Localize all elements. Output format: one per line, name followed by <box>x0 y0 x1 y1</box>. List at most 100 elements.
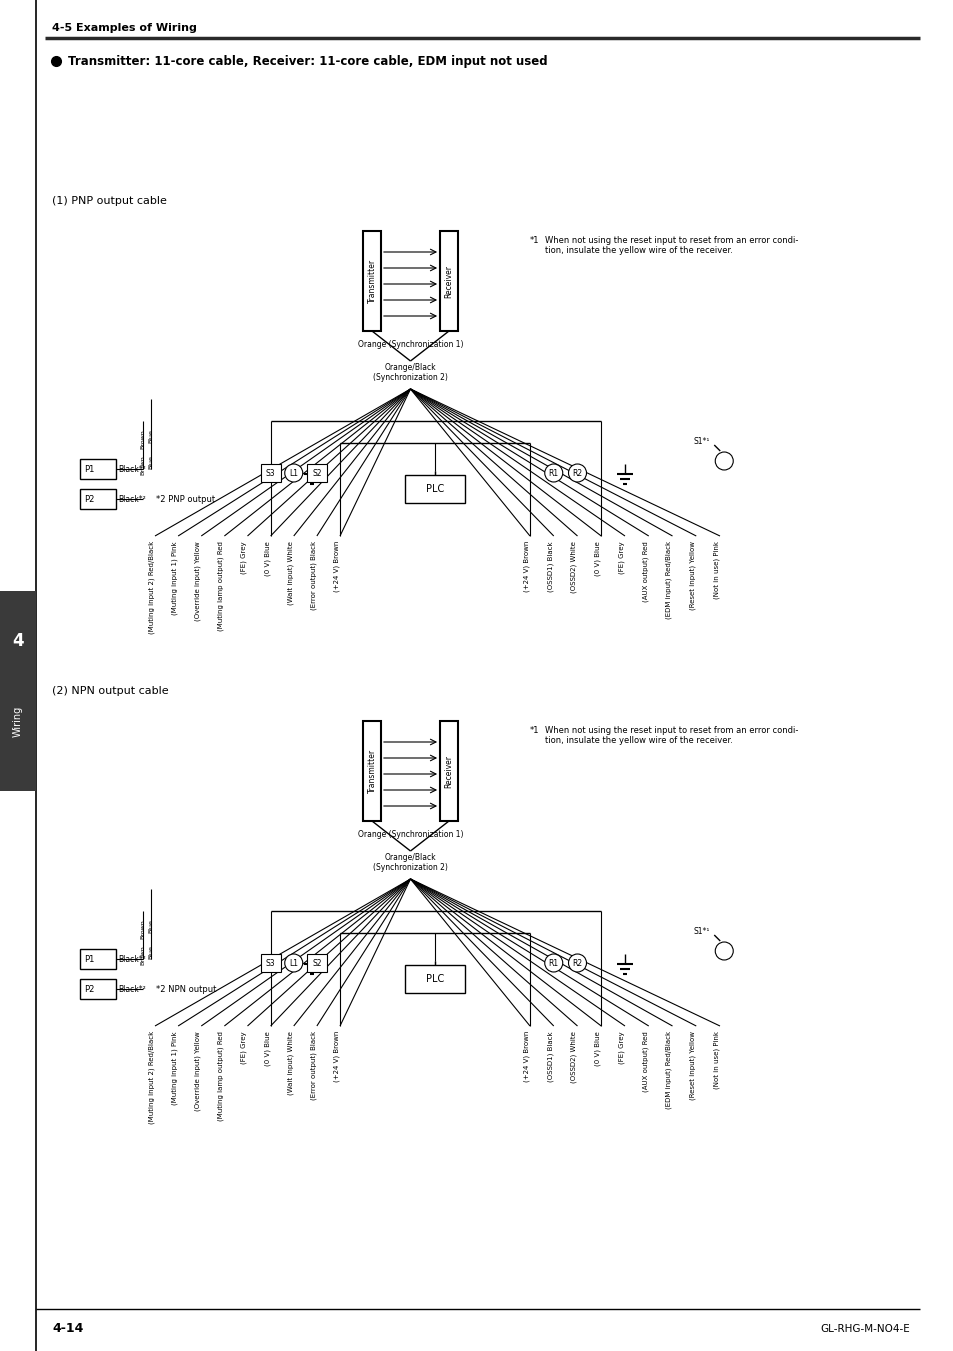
Text: (Muting lamp output) Red: (Muting lamp output) Red <box>217 1031 224 1121</box>
Text: Transmitter: 11-core cable, Receiver: 11-core cable, EDM input not used: Transmitter: 11-core cable, Receiver: 11… <box>68 54 547 68</box>
Text: (0 V) Blue: (0 V) Blue <box>594 1031 600 1066</box>
Text: (AUX output) Red: (AUX output) Red <box>641 1031 648 1092</box>
Circle shape <box>544 954 562 971</box>
Text: (Override input) Yellow: (Override input) Yellow <box>194 540 201 620</box>
Text: (FE) Grey: (FE) Grey <box>241 540 247 574</box>
Text: PLC: PLC <box>425 974 444 984</box>
Text: When not using the reset input to reset from an error condi-
tion, insulate the : When not using the reset input to reset … <box>544 236 798 255</box>
Circle shape <box>568 954 586 971</box>
Text: Wiring: Wiring <box>13 705 23 736</box>
Text: (Muting input 1) Pink: (Muting input 1) Pink <box>172 1031 178 1105</box>
Text: (Muting input 2) Red/Black: (Muting input 2) Red/Black <box>149 540 154 634</box>
Bar <box>405 476 464 503</box>
Text: (1) PNP output cable: (1) PNP output cable <box>52 196 167 205</box>
Text: (Muting input 2) Red/Black: (Muting input 2) Red/Black <box>149 1031 154 1124</box>
Text: (OSSD1) Black: (OSSD1) Black <box>547 540 553 592</box>
Text: Receiver: Receiver <box>444 754 453 788</box>
Text: (Wait input) White: (Wait input) White <box>287 540 294 605</box>
Text: P2: P2 <box>84 494 94 504</box>
Text: *1: *1 <box>530 725 539 735</box>
Text: Brown: Brown <box>140 944 146 965</box>
Text: Blue: Blue <box>149 430 153 443</box>
Text: (+24 V) Brown: (+24 V) Brown <box>523 1031 530 1082</box>
Text: *1: *1 <box>530 236 539 245</box>
Bar <box>307 463 327 482</box>
Text: Receiver: Receiver <box>444 265 453 297</box>
Text: (Wait input) White: (Wait input) White <box>287 1031 294 1094</box>
Text: S1*¹: S1*¹ <box>692 927 709 935</box>
Circle shape <box>544 463 562 482</box>
Text: S2: S2 <box>312 958 321 967</box>
Text: Orange/Black
(Synchronization 2): Orange/Black (Synchronization 2) <box>373 363 448 382</box>
Text: (+24 V) Brown: (+24 V) Brown <box>334 540 339 592</box>
Text: L1: L1 <box>289 958 298 967</box>
Text: Black*²: Black*² <box>118 494 146 504</box>
Text: (+24 V) Brown: (+24 V) Brown <box>523 540 530 592</box>
Text: (Reset input) Yellow: (Reset input) Yellow <box>689 540 696 611</box>
Text: Blue: Blue <box>149 455 153 469</box>
Text: (Override input) Yellow: (Override input) Yellow <box>194 1031 201 1111</box>
Text: S2: S2 <box>312 469 321 477</box>
Text: Transmitter: Transmitter <box>367 748 376 793</box>
Bar <box>307 954 327 971</box>
Text: (EDM input) Red/Black: (EDM input) Red/Black <box>665 540 672 619</box>
Text: (Not in use) Pink: (Not in use) Pink <box>713 540 720 598</box>
Text: 4-5 Examples of Wiring: 4-5 Examples of Wiring <box>52 23 196 32</box>
Bar <box>260 463 280 482</box>
Text: (2) NPN output cable: (2) NPN output cable <box>52 686 169 696</box>
Text: S3: S3 <box>266 958 275 967</box>
Text: L1: L1 <box>289 469 298 477</box>
Text: Brown: Brown <box>140 455 146 474</box>
Text: Black*²: Black*² <box>118 955 146 963</box>
Text: P1: P1 <box>84 955 94 963</box>
Bar <box>405 965 464 993</box>
Text: Blue: Blue <box>149 944 153 959</box>
Bar <box>80 979 116 998</box>
Text: (OSSD2) White: (OSSD2) White <box>571 1031 577 1084</box>
Text: (FE) Grey: (FE) Grey <box>241 1031 247 1063</box>
Text: When not using the reset input to reset from an error condi-
tion, insulate the : When not using the reset input to reset … <box>544 725 798 746</box>
Text: *2 PNP output: *2 PNP output <box>156 494 214 504</box>
Text: (OSSD2) White: (OSSD2) White <box>571 540 577 593</box>
Text: (FE) Grey: (FE) Grey <box>618 1031 624 1063</box>
Text: (Muting lamp output) Red: (Muting lamp output) Red <box>217 540 224 631</box>
Text: (EDM input) Red/Black: (EDM input) Red/Black <box>665 1031 672 1109</box>
Text: (+24 V) Brown: (+24 V) Brown <box>334 1031 339 1082</box>
Text: (0 V) Blue: (0 V) Blue <box>594 540 600 576</box>
Text: (FE) Grey: (FE) Grey <box>618 540 624 574</box>
Circle shape <box>284 954 302 971</box>
Bar <box>80 459 116 480</box>
Text: (AUX output) Red: (AUX output) Red <box>641 540 648 601</box>
Text: (Reset input) Yellow: (Reset input) Yellow <box>689 1031 696 1100</box>
Bar <box>439 231 457 331</box>
Text: Brown: Brown <box>140 430 146 449</box>
Text: S1*¹: S1*¹ <box>692 436 709 446</box>
Text: Orange (Synchronization 1): Orange (Synchronization 1) <box>357 830 463 839</box>
Text: R2: R2 <box>572 469 582 477</box>
Text: (0 V) Blue: (0 V) Blue <box>264 1031 271 1066</box>
Text: (Error output) Black: (Error output) Black <box>310 1031 316 1100</box>
Text: (Error output) Black: (Error output) Black <box>310 540 316 611</box>
Circle shape <box>568 463 586 482</box>
Text: S3: S3 <box>266 469 275 477</box>
Text: R1: R1 <box>548 958 558 967</box>
Text: P1: P1 <box>84 465 94 473</box>
Text: Transmitter: Transmitter <box>367 259 376 303</box>
Text: GL-RHG-M-NO4-E: GL-RHG-M-NO4-E <box>820 1324 909 1333</box>
Bar <box>439 721 457 821</box>
Text: Blue: Blue <box>149 919 153 934</box>
Circle shape <box>284 463 302 482</box>
Circle shape <box>715 453 733 470</box>
Text: (0 V) Blue: (0 V) Blue <box>264 540 271 576</box>
Text: 4: 4 <box>12 632 24 650</box>
Bar <box>80 948 116 969</box>
Bar <box>80 489 116 509</box>
Text: Black*²: Black*² <box>118 465 146 473</box>
Text: (Not in use) Pink: (Not in use) Pink <box>713 1031 720 1089</box>
Text: P2: P2 <box>84 985 94 993</box>
Text: R1: R1 <box>548 469 558 477</box>
Text: R2: R2 <box>572 958 582 967</box>
Text: Brown: Brown <box>140 919 146 939</box>
Text: Orange/Black
(Synchronization 2): Orange/Black (Synchronization 2) <box>373 852 448 873</box>
Bar <box>260 954 280 971</box>
